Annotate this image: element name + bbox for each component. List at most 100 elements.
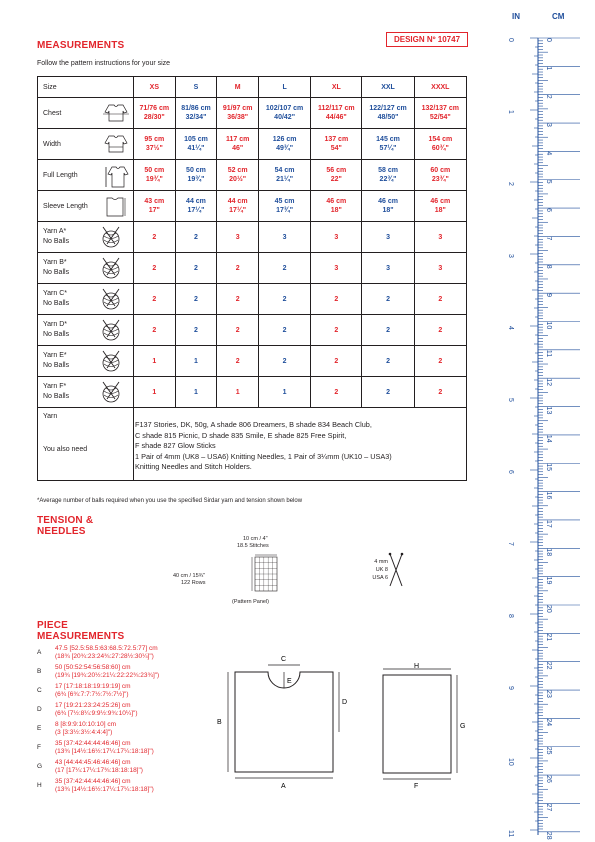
piece-measurements-heading: PIECE MEASUREMENTS — [37, 620, 124, 642]
size-header-row: Size XS S M L XL XXL XXXL — [37, 76, 468, 98]
yarn-details: F137 Stories, DK, 50g, A shade 806 Dream… — [135, 420, 392, 473]
ball-count: 2 — [361, 376, 415, 408]
size-m: M — [216, 76, 259, 98]
piece-imperial: (19¾ [19¾:20½:21¼:22:22¾:23¾]") — [55, 672, 160, 679]
ruler-cm-number: 3 — [545, 123, 552, 127]
ball-count: 2 — [310, 345, 363, 377]
ruler-cm-number: 20 — [545, 605, 552, 613]
dim-label-g: G — [460, 723, 465, 730]
ruler-cm-number: 12 — [545, 378, 552, 386]
ball-count: 2 — [174, 283, 218, 315]
needles-icon — [388, 552, 404, 587]
piece-letter: G — [37, 763, 43, 770]
measure-row-label: Width — [37, 128, 134, 160]
ruler-cm-number: 14 — [545, 435, 552, 443]
piece-metric: 50 [50:52:54:56:58:60] cm — [55, 664, 131, 671]
ruler-inch-number: 0 — [507, 38, 514, 42]
ball-count: 2 — [216, 283, 259, 315]
row-label-text: Chest — [43, 109, 62, 117]
yarn-line: C shade 815 Picnic, D shade 835 Smile, E… — [135, 430, 347, 440]
yarn-row-label: Yarn B* No Balls — [37, 252, 134, 284]
tension-width-label: 10 cm / 4" — [243, 536, 268, 542]
imperial-value: 18" — [434, 207, 446, 214]
measure-row-label: Sleeve Length — [37, 190, 134, 222]
measure-cell: 46 cm 18" — [413, 190, 468, 222]
piece-letter: H — [37, 782, 42, 789]
ball-count: 3 — [216, 221, 259, 253]
ball-count: 1 — [174, 376, 218, 408]
metric-value: 46 cm — [326, 198, 347, 205]
imperial-value: 41¼" — [187, 145, 205, 152]
ruler-cm-number: 7 — [545, 236, 552, 240]
row-label-text: Sleeve Length — [43, 202, 88, 210]
ball-count: 2 — [257, 345, 312, 377]
yarn-row: Yarn C* No Balls 2 2 2 2 2 2 2 — [37, 283, 468, 315]
metric-value: 154 cm — [428, 136, 453, 143]
yarn-name: Yarn E* — [43, 352, 67, 359]
measure-cell: 126 cm 49¾" — [257, 128, 312, 160]
piece-letter: D — [37, 706, 42, 713]
size-label: Size — [37, 76, 134, 98]
no-balls-label: No Balls — [43, 331, 70, 338]
measure-cell: 60 cm 23¾" — [413, 159, 468, 191]
piece-metric: 35 [37:42:44:44:46:46] cm — [55, 740, 131, 747]
metric-value: 145 cm — [376, 136, 400, 143]
yarn-name: Yarn B* — [43, 259, 67, 266]
ball-count: 3 — [310, 221, 363, 253]
piece-letter: C — [37, 687, 42, 694]
size-xl: XL — [310, 76, 363, 98]
tension-square: 10 cm / 4" 18.5 Stitches 40 cm / 15¾" 12… — [165, 536, 325, 612]
ball-count: 2 — [216, 345, 259, 377]
ruler-cm-number: 23 — [545, 690, 552, 698]
ruler-cm-number: 10 — [545, 322, 552, 330]
metric-value: 60 cm — [430, 167, 451, 174]
yarn-needles-content — [133, 407, 467, 481]
measure-cell: 44 cm 17¼" — [174, 190, 218, 222]
measure-cell: 71/76 cm 28/30" — [133, 97, 176, 129]
measure-cell: 46 cm 18" — [361, 190, 415, 222]
imperial-value: 23¾" — [431, 176, 449, 183]
piece-heading-line1: PIECE — [37, 620, 69, 631]
metric-value: 95 cm — [144, 136, 165, 143]
ball-count: 3 — [361, 252, 415, 284]
measure-row-label: Full Length — [37, 159, 134, 191]
yarn-row-label: Yarn E* No Balls — [37, 345, 134, 377]
ruler-inch-number: 6 — [507, 470, 514, 474]
ruler-inch-number: 5 — [507, 398, 514, 402]
imperial-value: 28/30" — [143, 114, 165, 121]
yarn-name: Yarn C* — [43, 290, 67, 297]
imperial-value: 22¾" — [379, 176, 397, 183]
piece-metric: 47.5 [52.5:58.5:63:68.5:72.5:77] cm — [55, 645, 158, 652]
yarn-row: Yarn A* No Balls 2 2 3 3 3 3 3 — [37, 221, 468, 253]
ball-count: 2 — [133, 252, 176, 284]
size-xxl: XXL — [361, 76, 415, 98]
imperial-value: 20½" — [229, 176, 247, 183]
yarn-ball-icon — [99, 257, 123, 281]
ruler-cm-number: 9 — [545, 293, 552, 297]
imperial-value: 19¾" — [187, 176, 205, 183]
metric-value: 105 cm — [184, 136, 208, 143]
yarn-ball-icon — [99, 319, 123, 343]
ball-count: 2 — [216, 314, 259, 346]
ruler-inch-number: 10 — [507, 758, 514, 766]
measure-cell: 137 cm 54" — [310, 128, 363, 160]
ruler-cm-number: 19 — [545, 577, 552, 585]
size-s: S — [174, 76, 218, 98]
ruler-cm-label: CM — [552, 12, 565, 21]
piece-metric: 8 [8:9:9:10:10:10] cm — [55, 721, 117, 728]
imperial-value: 54" — [330, 145, 342, 152]
ruler-inch-number: 3 — [507, 254, 514, 258]
dim-label-b: B — [217, 719, 222, 726]
yarn-ball-icon — [99, 350, 123, 374]
no-balls-label: No Balls — [43, 393, 70, 400]
ball-count: 2 — [174, 252, 218, 284]
measure-cell: 45 cm 17¾" — [257, 190, 312, 222]
dim-label-a: A — [281, 783, 286, 790]
ruler-cm-number: 26 — [545, 775, 552, 783]
ruler-inch-number: 4 — [507, 326, 514, 330]
ruler-cm-number: 18 — [545, 548, 552, 556]
metric-value: 117 cm — [225, 136, 250, 143]
dim-label-h: H — [414, 663, 419, 670]
ruler-cm-number: 8 — [545, 265, 552, 269]
piece-letter: F — [37, 744, 41, 751]
